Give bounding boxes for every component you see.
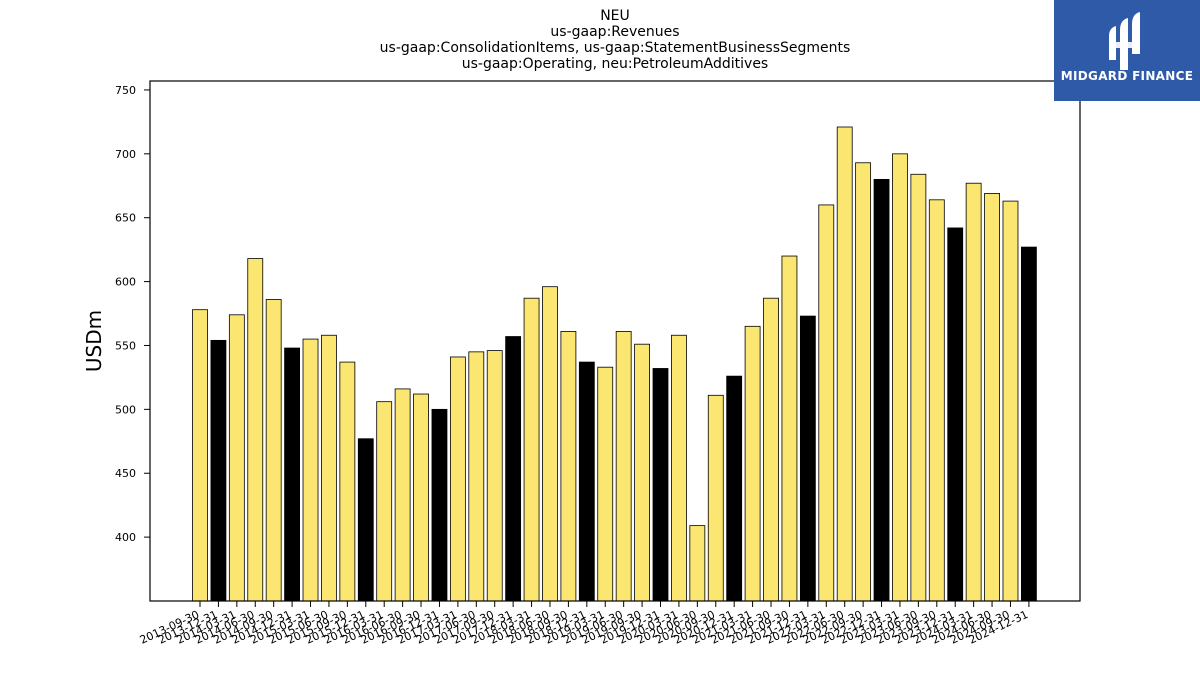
bar-2015-03-31 [302,338,319,602]
bar-2022-06-30 [836,126,853,602]
bar-2014-09-30 [265,299,282,602]
bar-2016-12-31 [431,408,448,602]
bar-2024-09-30 [1002,200,1019,602]
bar-2017-03-31 [449,356,466,602]
logo-text: MIDGARD FINANCE [1060,69,1194,83]
bar-2016-09-30 [413,393,429,602]
bar-2020-09-30 [707,394,724,602]
bar-2016-03-31 [376,401,393,602]
brand-logo: MIDGARD FINANCE [1054,0,1200,101]
bar-2019-12-31 [652,368,669,602]
bar-2022-03-31 [818,204,835,602]
bar-2015-06-30 [321,334,337,602]
bar-2016-06-30 [394,388,411,602]
y-tick-label: 500 [115,403,136,416]
bar-2019-06-30 [615,331,632,602]
y-tick-label: 450 [115,467,136,480]
y-tick-label: 650 [115,212,136,225]
bar-2014-03-31 [228,314,245,602]
bar-2014-12-31 [284,347,301,602]
bar-2018-09-30 [560,331,577,602]
bar-2019-03-31 [597,366,614,602]
bar-2023-03-31 [892,153,908,602]
logo-mark-icon [1109,12,1140,70]
y-tick-label: 550 [115,339,136,352]
bar-2023-09-30 [928,199,945,602]
bar-2024-06-30 [984,193,1000,602]
bar-2022-09-30 [855,162,872,602]
bar-2018-12-31 [578,361,595,602]
bar-2023-12-31 [947,227,964,602]
bar-2023-06-30 [910,173,927,602]
bar-2019-09-30 [634,343,650,602]
bar-2024-12-31 [1021,246,1037,602]
y-axis: 400 450 500 550 600 650 700 750 [115,84,150,544]
bar-2021-12-31 [799,315,816,602]
bar-2020-03-31 [671,334,687,602]
bar-2015-12-31 [357,438,374,602]
chart-title-line-3: us-gaap:ConsolidationItems, us-gaap:Stat… [379,40,851,56]
chart-title-line-1: NEU [600,8,630,24]
bar-2014-06-30 [247,258,264,602]
y-tick-label: 700 [115,148,136,161]
y-axis-label: USDm [82,310,106,372]
bar-2018-03-31 [523,297,540,602]
bar-2017-12-31 [505,336,522,602]
chart-title-line-4: us-gaap:Operating, neu:PetroleumAdditive… [461,56,769,72]
bar-2021-06-30 [763,297,779,602]
bar-2017-09-30 [486,350,503,602]
bar-2024-03-31 [965,182,982,602]
plot-frame [149,80,1081,602]
bar-2021-03-31 [744,325,761,602]
chart-title-line-2: us-gaap:Revenues [550,24,680,40]
x-axis: 2013-09-302013-12-312014-03-312014-06-30… [138,601,1030,647]
y-tick-label: 600 [115,276,136,289]
bar-2022-12-31 [873,178,890,602]
y-tick-label: 400 [115,531,136,544]
bar-2020-06-30 [689,525,706,602]
bar-2013-12-31 [210,339,227,602]
y-tick-label: 750 [115,84,136,97]
bar-2013-09-30 [192,309,208,602]
bar-2018-06-30 [542,286,558,602]
bar-2017-06-30 [468,351,485,602]
bar-2021-09-30 [781,255,798,602]
bar-2020-12-31 [726,375,743,602]
bars-group [192,126,1037,602]
bar-2015-09-30 [339,361,356,602]
